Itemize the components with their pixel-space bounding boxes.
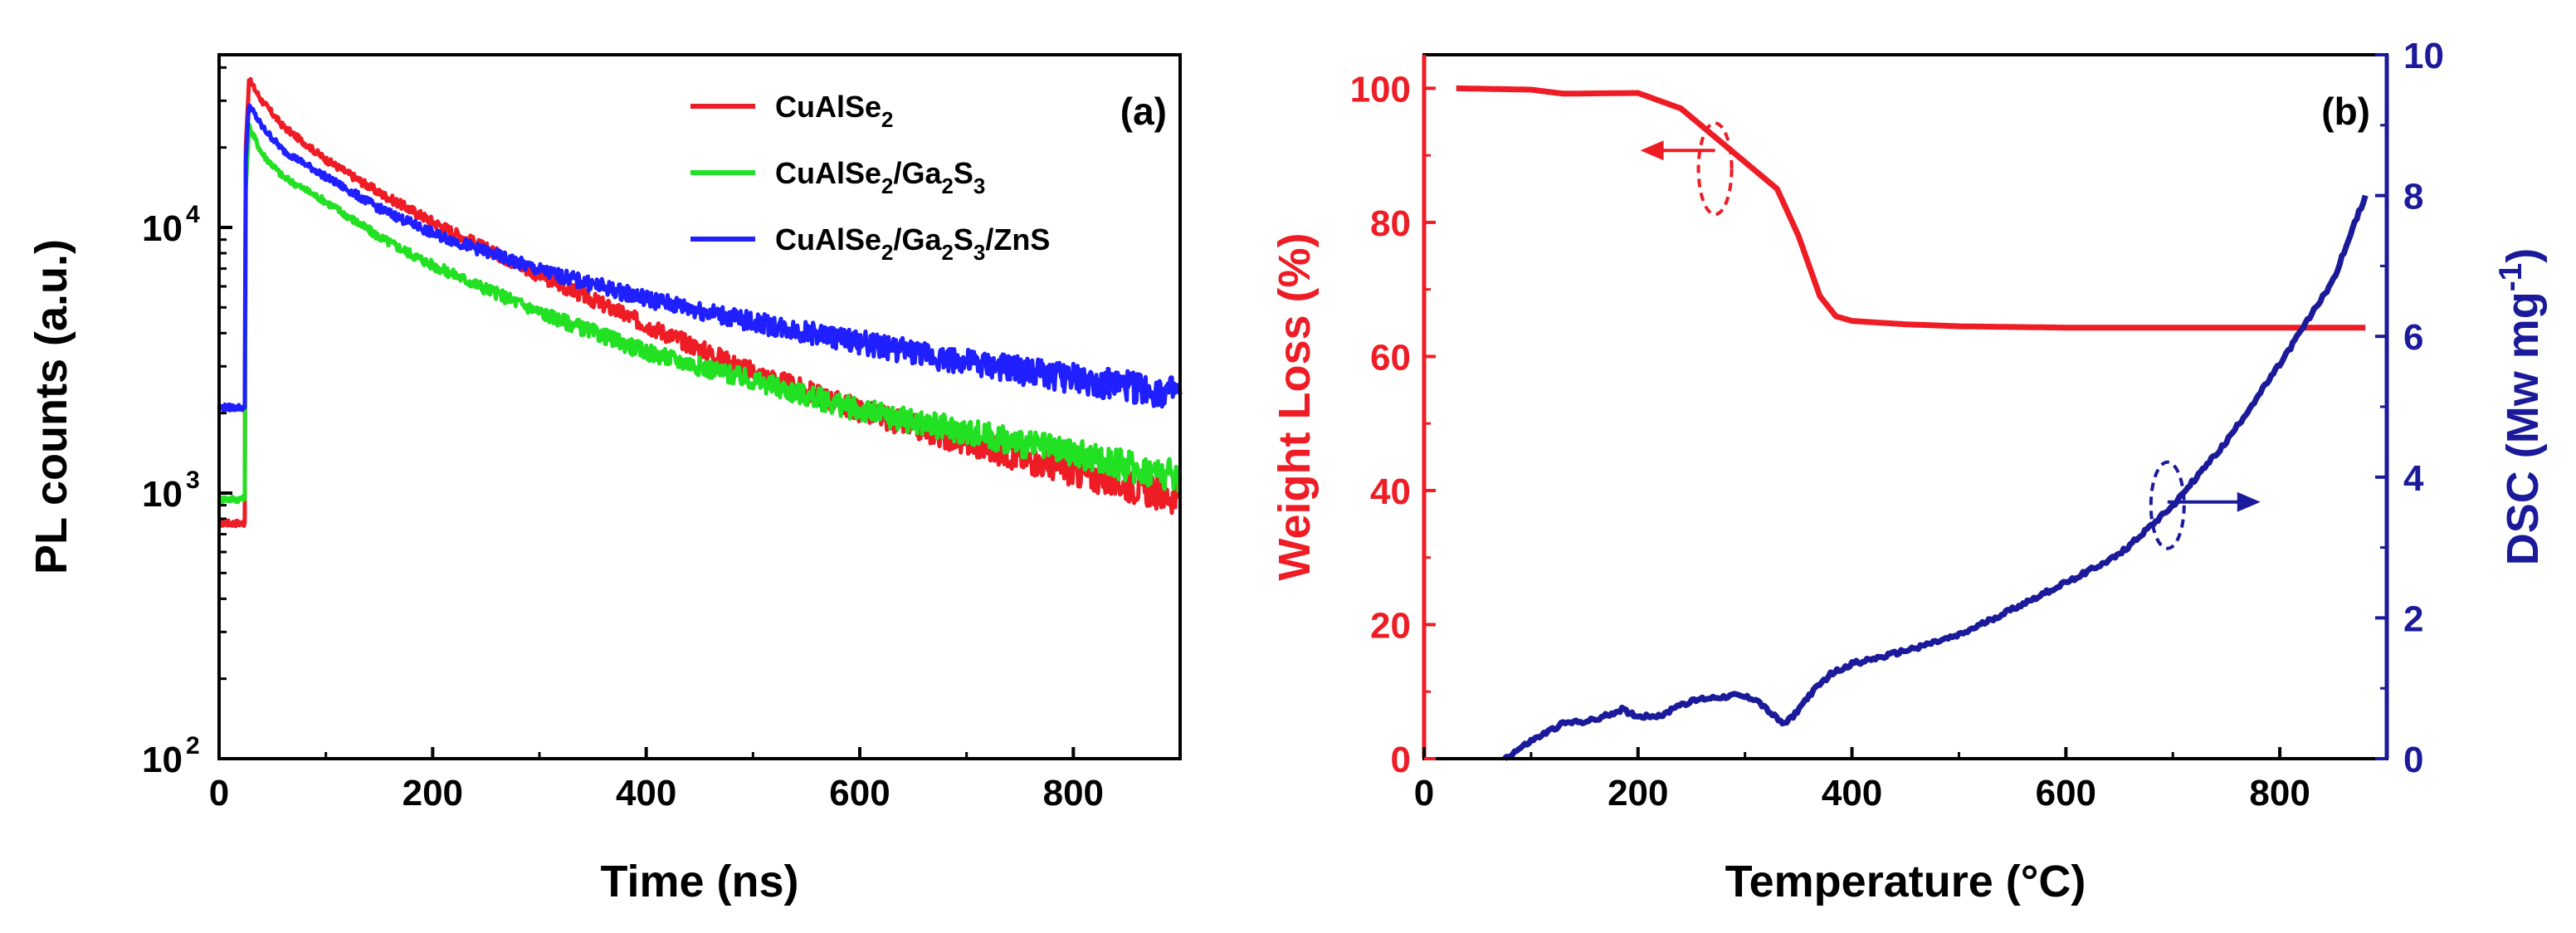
panel-b-series-line-weight-loss bbox=[1455, 85, 2367, 331]
panel-b-x-ticks: 0 200 400 600 800 bbox=[1414, 747, 2310, 813]
panel-b-series-group bbox=[1455, 85, 2369, 761]
panel-b-dsc-ellipse bbox=[2149, 460, 2186, 550]
panel-b-x-tick-label: 200 bbox=[1608, 773, 1668, 813]
panel-b-right-y-ticks: 0 2 4 6 8 10 bbox=[2375, 36, 2444, 780]
panel-b-right-y-axis-title: DSC (Mw mg-1) bbox=[2493, 248, 2548, 566]
panel-b-right-y-tick-label: 8 bbox=[2403, 177, 2423, 217]
panel-a-plot-frame bbox=[217, 53, 1182, 760]
panel-b-annotations bbox=[1640, 121, 2261, 550]
panel-b-x-axis-title: Temperature (°C) bbox=[1725, 857, 2086, 906]
panel-a-x-tick-label: 0 bbox=[209, 773, 229, 813]
panel-b-x-tick-label: 600 bbox=[2036, 773, 2096, 813]
panel-a-y-axis-title: PL counts (a.u.) bbox=[27, 239, 76, 574]
panel-b-label: (b) bbox=[2321, 90, 2370, 133]
panel-b-x-tick-label: 0 bbox=[1414, 773, 1434, 813]
panel-b-right-arrowhead bbox=[2237, 491, 2261, 512]
panel-b-left-y-tick-label: 0 bbox=[1391, 740, 1411, 780]
panel-b-x-tick-label: 800 bbox=[2249, 773, 2310, 813]
panel-b-right-y-tick-label: 10 bbox=[2403, 36, 2444, 76]
panel-b-right-y-tick-label: 2 bbox=[2403, 598, 2423, 639]
panel-b-left-y-ticks: 0 20 40 60 80 100 bbox=[1350, 69, 1436, 780]
panel-a-x-tick-label: 200 bbox=[402, 773, 463, 813]
panel-a-y-tick-exponent: 3 bbox=[186, 466, 200, 494]
panel-b-chart: 0 200 400 600 800 0 20 40 60 80 100 0 2 4 6 8 10 Tempe… bbox=[1270, 36, 2548, 906]
panel-a-y-tick-label: 10 bbox=[142, 208, 183, 249]
panel-b-x-tick-label: 400 bbox=[1822, 773, 1882, 813]
panel-a-x-ticks: 0 200 400 600 800 bbox=[209, 747, 1104, 813]
panel-b-series-line-dsc bbox=[1501, 194, 2369, 761]
panel-a-x-tick-label: 800 bbox=[1043, 773, 1104, 813]
panel-a-y-tick-label: 10 bbox=[142, 740, 183, 780]
panel-a-x-axis-title: Time (ns) bbox=[600, 857, 798, 906]
panel-b-weight-loss-ellipse bbox=[1696, 121, 1734, 217]
panel-a-y-tick-exponent: 4 bbox=[186, 201, 200, 228]
panel-b-right-y-tick-label: 4 bbox=[2403, 458, 2424, 499]
panel-b-left-arrowhead bbox=[1640, 140, 1664, 161]
panel-b-left-y-tick-label: 20 bbox=[1370, 605, 1411, 646]
panel-a-series-group bbox=[217, 76, 1183, 529]
panel-b-left-y-tick-label: 40 bbox=[1370, 471, 1411, 512]
panel-a-legend-label: CuAlSe2/Ga2S3 bbox=[775, 156, 985, 198]
panel-a-legend-label: CuAlSe2/Ga2S3/ZnS bbox=[775, 222, 1050, 265]
panel-a-series-line-3 bbox=[217, 103, 1183, 413]
panel-a-x-tick-label: 600 bbox=[829, 773, 890, 813]
panel-a-series-line-1 bbox=[217, 76, 1183, 529]
panel-b-right-y-tick-label: 6 bbox=[2403, 317, 2423, 358]
panel-a-y-tick-exponent: 2 bbox=[186, 732, 200, 760]
panel-a-label: (a) bbox=[1120, 90, 1167, 133]
panel-a-legend: CuAlSe2 CuAlSe2/Ga2S3 CuAlSe2/Ga2S3/ZnS bbox=[690, 90, 1050, 265]
panel-b-left-y-tick-label: 80 bbox=[1370, 203, 1411, 244]
panel-a-y-tick-label: 10 bbox=[142, 474, 183, 515]
panel-b-left-y-tick-label: 60 bbox=[1370, 337, 1411, 378]
panel-b-right-y-tick-label: 0 bbox=[2403, 740, 2423, 780]
panel-b-left-y-tick-label: 100 bbox=[1350, 69, 1411, 110]
panel-a-series-line-2 bbox=[217, 122, 1183, 505]
panel-a-legend-label: CuAlSe2 bbox=[775, 90, 893, 132]
panel-b-left-y-axis-title: Weight Loss (%) bbox=[1270, 232, 1320, 580]
panel-a-x-tick-label: 400 bbox=[616, 773, 676, 813]
